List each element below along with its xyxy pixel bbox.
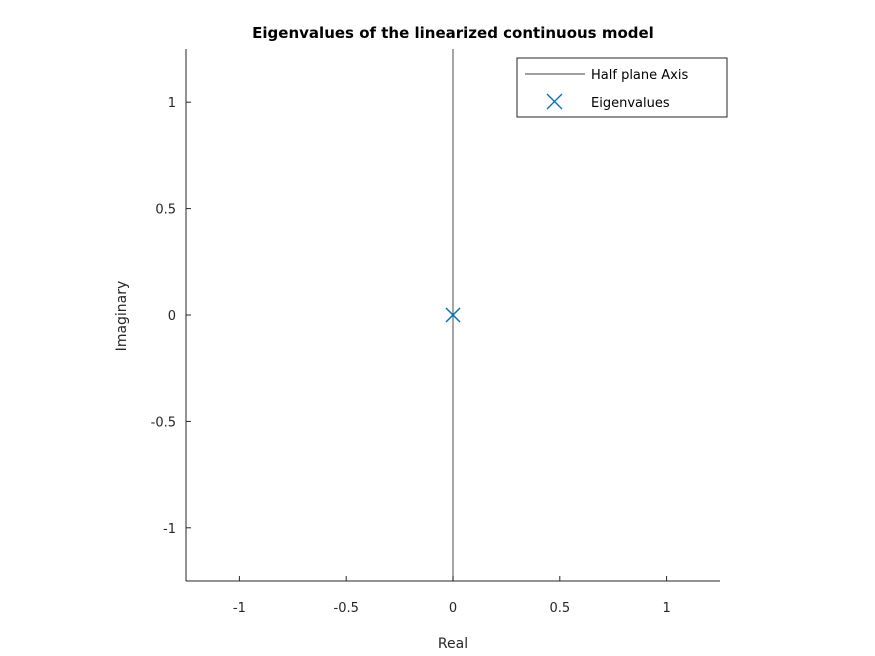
- x-tick-label: 0.5: [549, 601, 570, 616]
- x-axis-label: Real: [438, 636, 468, 652]
- y-tick-label: -0.5: [151, 415, 176, 430]
- x-tick-label: 0: [449, 601, 457, 616]
- x-tick-label: -0.5: [334, 601, 359, 616]
- y-axis-ticks: -1 -0.5 0 0.5 1: [151, 96, 191, 537]
- legend-label-half-plane-axis: Half plane Axis: [591, 68, 688, 83]
- legend: Half plane Axis Eigenvalues: [516, 57, 728, 118]
- y-tick-label: 0: [168, 309, 176, 324]
- legend-marker-swatch: [546, 93, 563, 110]
- y-tick-label: 0.5: [155, 203, 176, 218]
- series-layer: [445, 49, 461, 581]
- y-tick-label: -1: [163, 522, 176, 537]
- x-axis-ticks: -1 -0.5 0 0.5 1: [233, 576, 671, 616]
- x-tick-label: 1: [662, 601, 670, 616]
- eigenvalue-marker: [445, 307, 461, 323]
- x-tick-label: -1: [233, 601, 246, 616]
- y-tick-label: 1: [168, 96, 176, 111]
- legend-label-eigenvalues: Eigenvalues: [591, 96, 670, 111]
- chart-title: Eigenvalues of the linearized continuous…: [252, 24, 654, 42]
- y-axis-label: Imaginary: [114, 281, 130, 352]
- legend-box: [516, 57, 728, 118]
